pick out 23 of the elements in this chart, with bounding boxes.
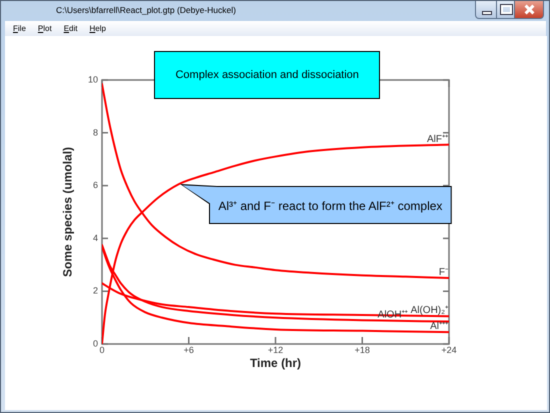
y-tick-label: 10 [88, 74, 98, 84]
x-tick-label: 0 [99, 344, 105, 355]
x-axis-title: Time (hr) [250, 356, 302, 370]
text: Edit [64, 24, 78, 34]
y-tick-label: 6 [92, 180, 98, 190]
x-tick-label: +24 [441, 344, 457, 355]
x-tick-label: +12 [268, 344, 284, 355]
y-axis-title: Some species (umolal) [60, 146, 75, 278]
y-tick-label: 4 [92, 232, 98, 243]
x-tick-label: +18 [354, 344, 370, 355]
text: C:\Users\bfarrell\React_plot.gtp (Debye-Huckel) [56, 5, 236, 16]
y-tick-label: 0 [92, 338, 98, 348]
text: Plot [38, 24, 52, 34]
y-tick-label: 2 [92, 286, 98, 296]
series-label: Al⁺⁺⁺ [430, 320, 449, 332]
text: File [13, 24, 26, 34]
series-label: AlF⁺⁺ [427, 134, 449, 146]
series-label: F⁻ [438, 266, 449, 278]
y-tick-label: 8 [92, 127, 98, 138]
series-label: Al(OH)₂⁺ [410, 304, 449, 316]
x-tick-label: +6 [184, 344, 194, 355]
annotation: Al³⁺ and F⁻ react to form the AlF²⁺ complex [217, 198, 444, 214]
text: Help [90, 24, 106, 34]
